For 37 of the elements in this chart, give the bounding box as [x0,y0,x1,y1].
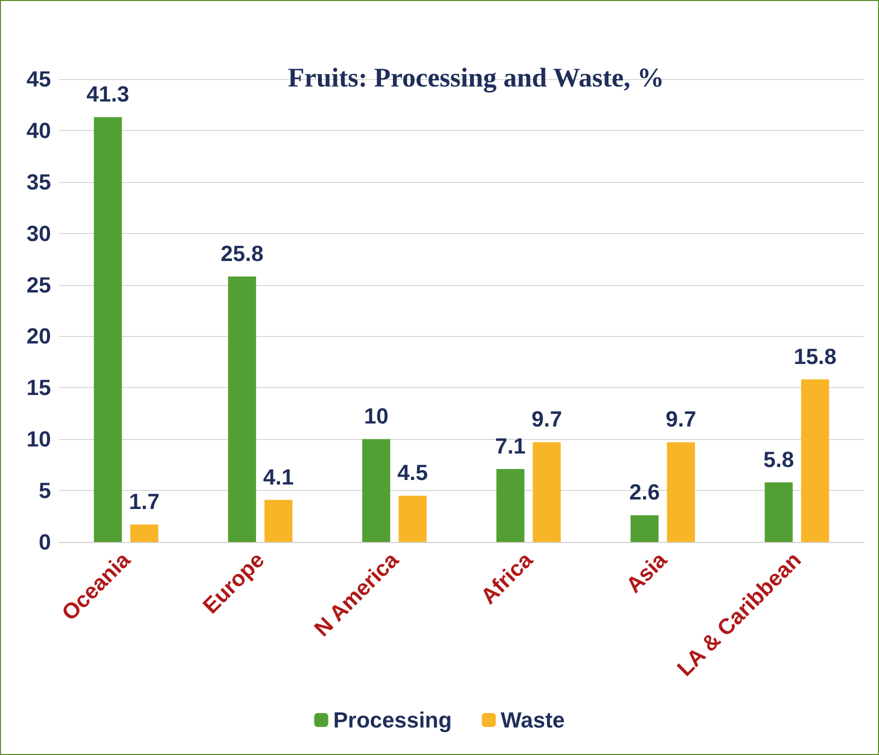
bar [666,442,695,542]
bar [532,442,561,542]
y-tick-label: 10 [26,426,51,452]
data-label: 15.8 [794,344,837,369]
bar [764,482,793,542]
y-tick-label: 15 [26,375,51,400]
data-label: 9.7 [531,406,562,432]
y-tick-label: 25 [26,272,51,298]
chart-title: Fruits: Processing and Waste, % [288,62,664,92]
bar [94,117,122,542]
data-label: 41.3 [86,82,130,107]
y-tick-label: 35 [26,169,51,194]
data-label: 4.1 [263,464,294,490]
bar [398,496,427,542]
y-tick-label: 0 [38,530,51,554]
bar [264,500,292,542]
bar [496,468,524,542]
y-tick-label: 5 [38,478,51,504]
data-label: 4.5 [397,460,428,486]
data-label: 10 [364,404,388,429]
y-tick-label: 30 [26,220,51,246]
data-label: 1.7 [128,489,160,514]
data-label: 2.6 [629,480,660,505]
bar [228,276,256,542]
legend-label: Processing [333,708,452,732]
data-label: 5.8 [763,446,794,472]
legend-label: Waste [500,708,565,732]
y-tick-label: 45 [26,66,51,92]
data-label: 9.7 [666,406,696,432]
data-label: 7.1 [495,433,526,458]
bar [362,439,390,542]
bar [801,379,830,542]
data-label: 25.8 [220,241,264,266]
bar [130,524,158,542]
y-tick-label: 20 [26,324,51,349]
bar [630,515,659,542]
y-tick-label: 40 [26,118,51,143]
